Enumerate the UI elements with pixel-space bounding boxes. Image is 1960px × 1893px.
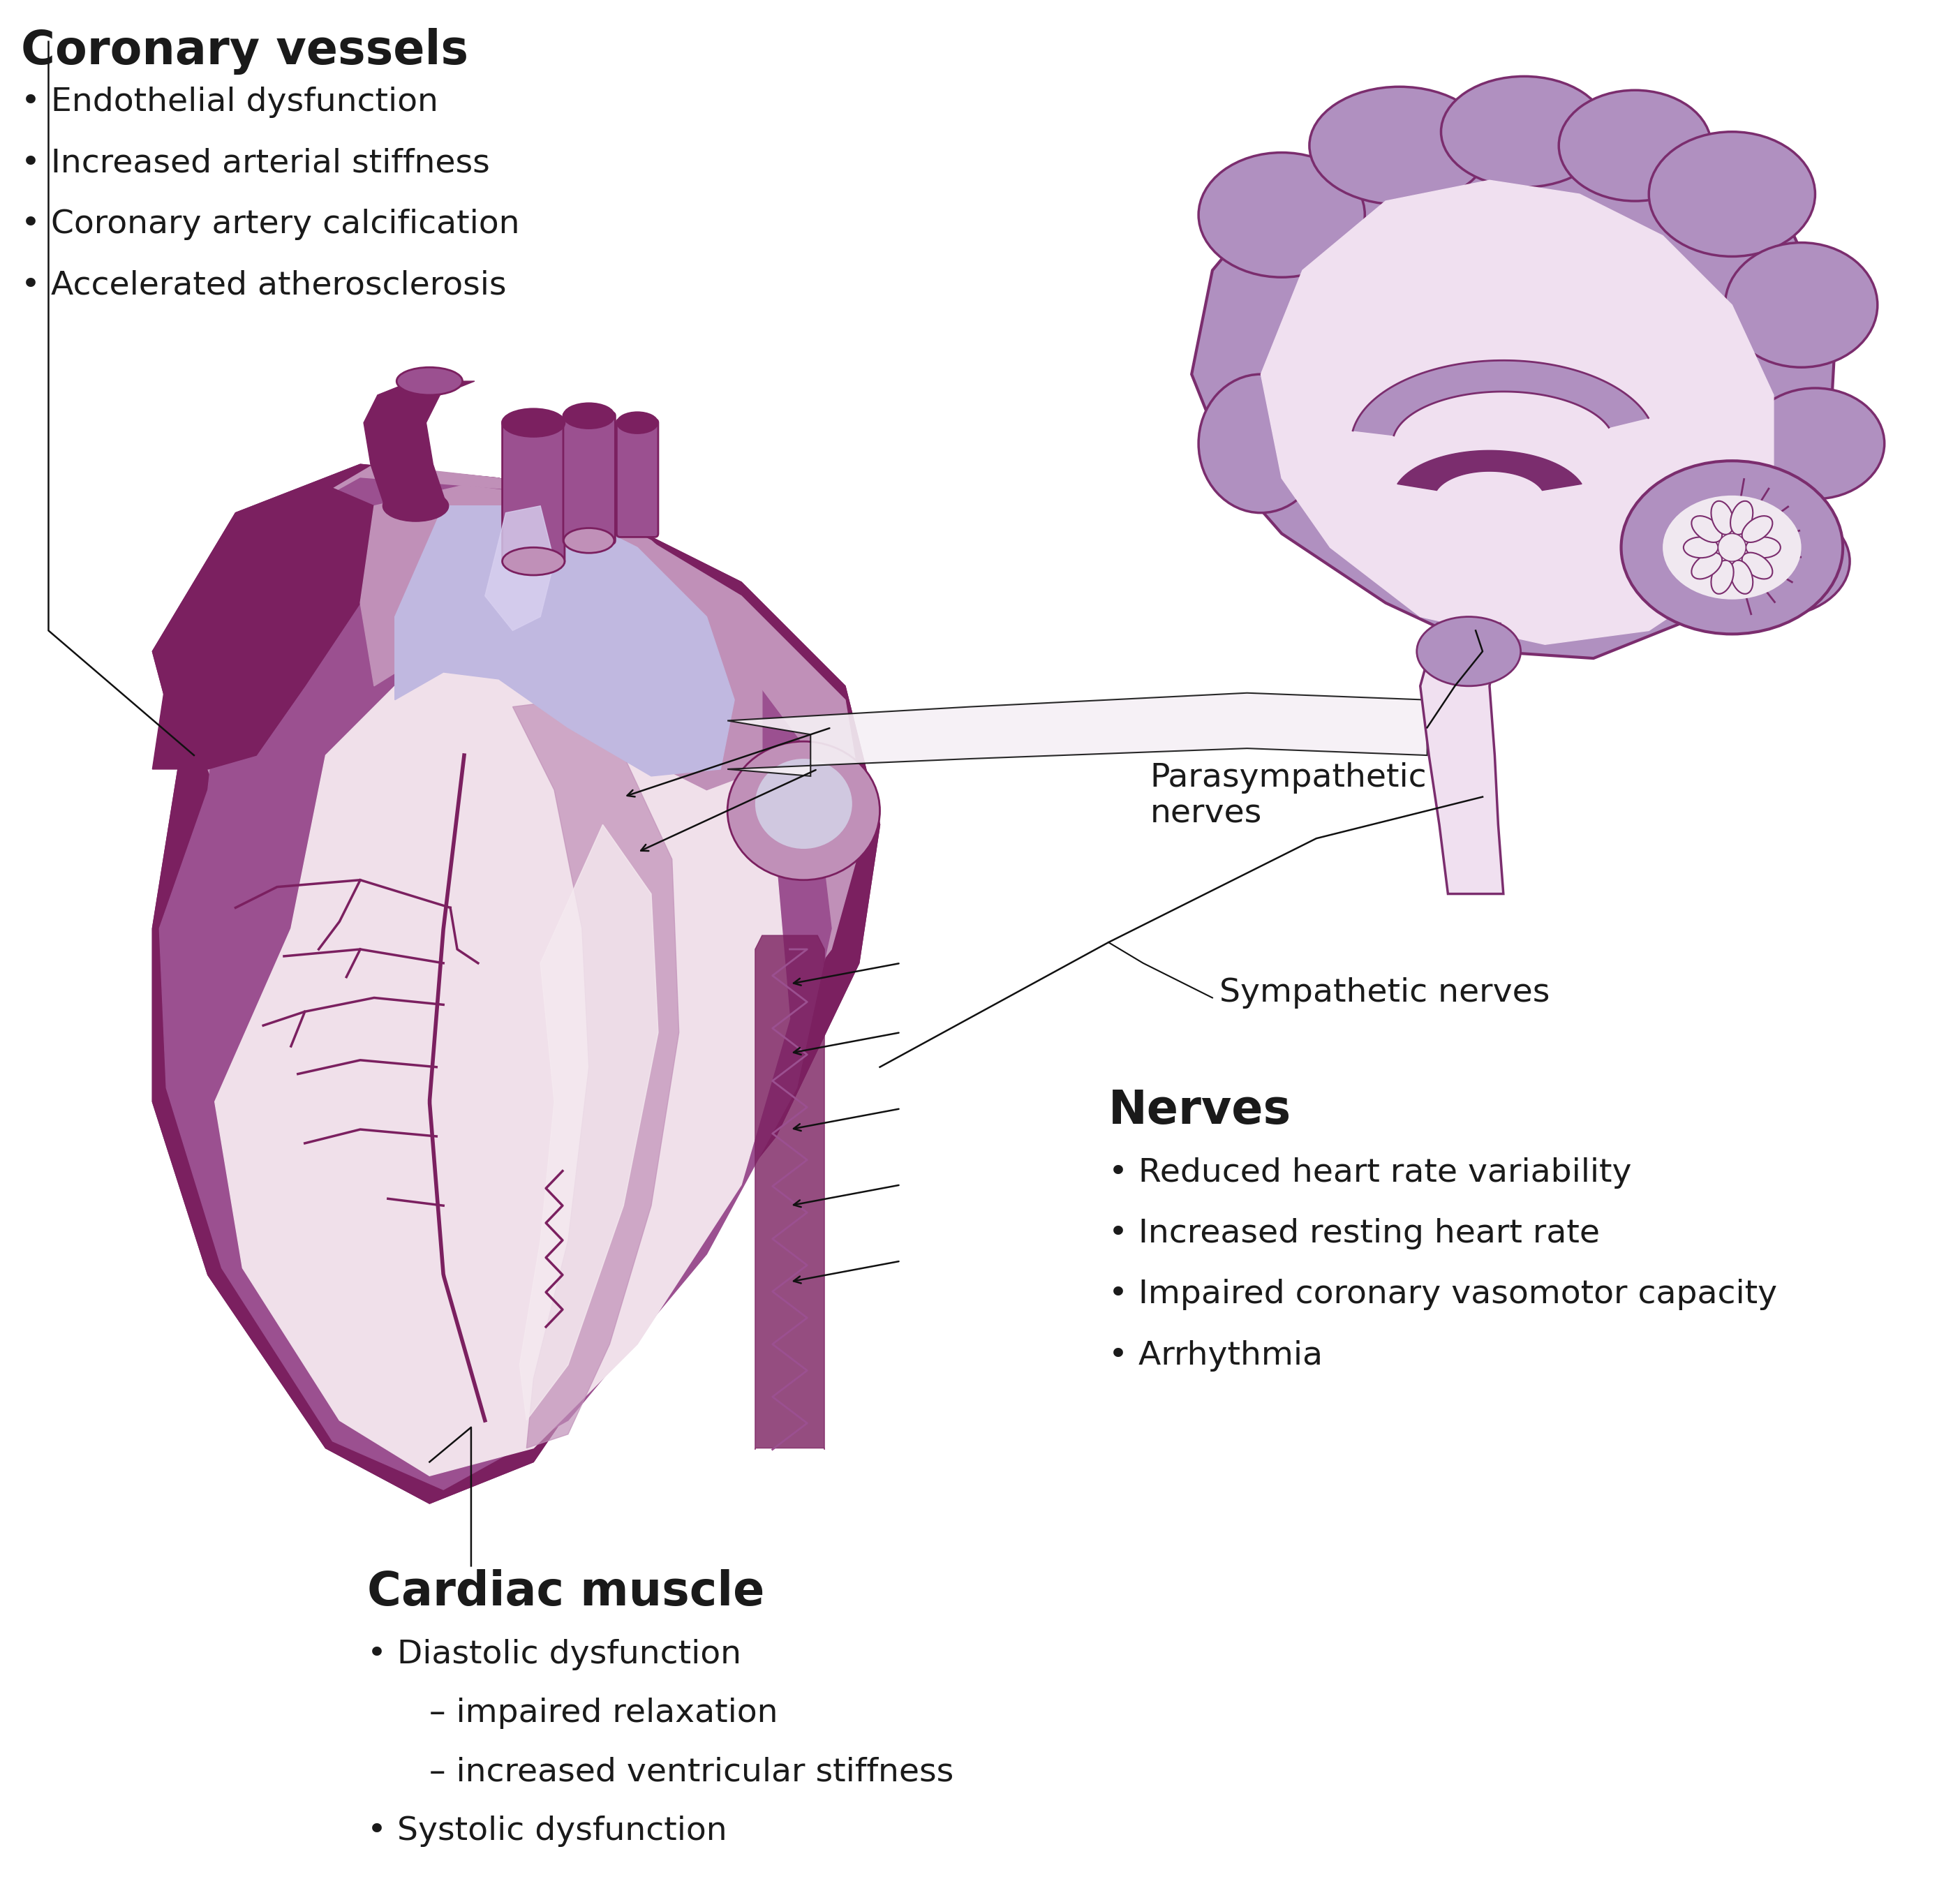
Polygon shape [1260,180,1774,644]
Text: • Diastolic dysfunction: • Diastolic dysfunction [367,1639,741,1670]
Polygon shape [394,505,735,776]
Ellipse shape [1691,553,1723,579]
Polygon shape [519,825,659,1420]
Ellipse shape [1200,375,1323,513]
Text: Nerves: Nerves [1109,1088,1292,1134]
Polygon shape [153,485,374,769]
Ellipse shape [396,367,463,396]
Ellipse shape [1731,502,1752,534]
Polygon shape [159,479,831,1490]
Polygon shape [1352,360,1648,435]
Text: • Increased resting heart rate: • Increased resting heart rate [1109,1217,1599,1249]
Ellipse shape [564,528,613,553]
Ellipse shape [1621,460,1842,634]
Ellipse shape [502,547,564,575]
Ellipse shape [1558,91,1711,201]
FancyBboxPatch shape [617,418,659,538]
Ellipse shape [1742,553,1772,579]
Polygon shape [216,630,790,1477]
Text: • Coronary artery calcification: • Coronary artery calcification [22,208,519,240]
Ellipse shape [1746,388,1884,500]
Ellipse shape [382,490,449,521]
Polygon shape [365,380,474,505]
Text: • Endothelial dysfunction: • Endothelial dysfunction [22,87,439,117]
Ellipse shape [1746,538,1780,558]
Text: • Arrhythmia: • Arrhythmia [1109,1340,1323,1371]
Ellipse shape [564,403,613,428]
Polygon shape [1421,623,1503,893]
Ellipse shape [1697,505,1850,617]
Text: Sympathetic nerves: Sympathetic nerves [1219,977,1550,1009]
Text: • Accelerated atherosclerosis: • Accelerated atherosclerosis [22,269,506,301]
Text: • Reduced heart rate variability: • Reduced heart rate variability [1109,1157,1631,1189]
Ellipse shape [1691,517,1723,541]
Polygon shape [361,485,762,789]
Polygon shape [755,935,825,1450]
Ellipse shape [1441,76,1607,187]
Polygon shape [153,464,880,1503]
Ellipse shape [755,759,853,848]
Polygon shape [208,464,866,1068]
Ellipse shape [727,742,880,880]
Polygon shape [484,505,555,630]
Ellipse shape [1309,87,1490,204]
Text: Cardiac muscle: Cardiac muscle [367,1569,764,1615]
Polygon shape [1435,492,1531,547]
Text: • Impaired coronary vasomotor capacity: • Impaired coronary vasomotor capacity [1109,1280,1778,1310]
Text: • Increased arterial stiffness: • Increased arterial stiffness [22,148,490,180]
Ellipse shape [1711,560,1733,594]
Polygon shape [727,693,1427,776]
FancyBboxPatch shape [502,418,564,564]
Ellipse shape [617,413,657,433]
Text: Parasympathetic
nerves: Parasympathetic nerves [1151,763,1427,829]
Ellipse shape [1719,534,1746,562]
Polygon shape [1397,451,1582,490]
Text: – increased ventricular stiffness: – increased ventricular stiffness [429,1757,955,1787]
Polygon shape [1192,112,1837,659]
Ellipse shape [1417,617,1521,685]
Ellipse shape [1200,153,1364,276]
Text: – impaired relaxation: – impaired relaxation [429,1698,778,1728]
Text: Coronary vessels: Coronary vessels [22,28,468,74]
FancyBboxPatch shape [563,413,615,543]
Text: • Systolic dysfunction: • Systolic dysfunction [367,1815,727,1848]
Ellipse shape [502,409,564,437]
Ellipse shape [1731,560,1752,594]
Ellipse shape [1662,496,1801,600]
Ellipse shape [1725,242,1878,367]
Ellipse shape [1711,502,1733,534]
Polygon shape [514,700,678,1448]
Ellipse shape [1742,517,1772,541]
Ellipse shape [1684,538,1719,558]
Ellipse shape [1648,133,1815,256]
